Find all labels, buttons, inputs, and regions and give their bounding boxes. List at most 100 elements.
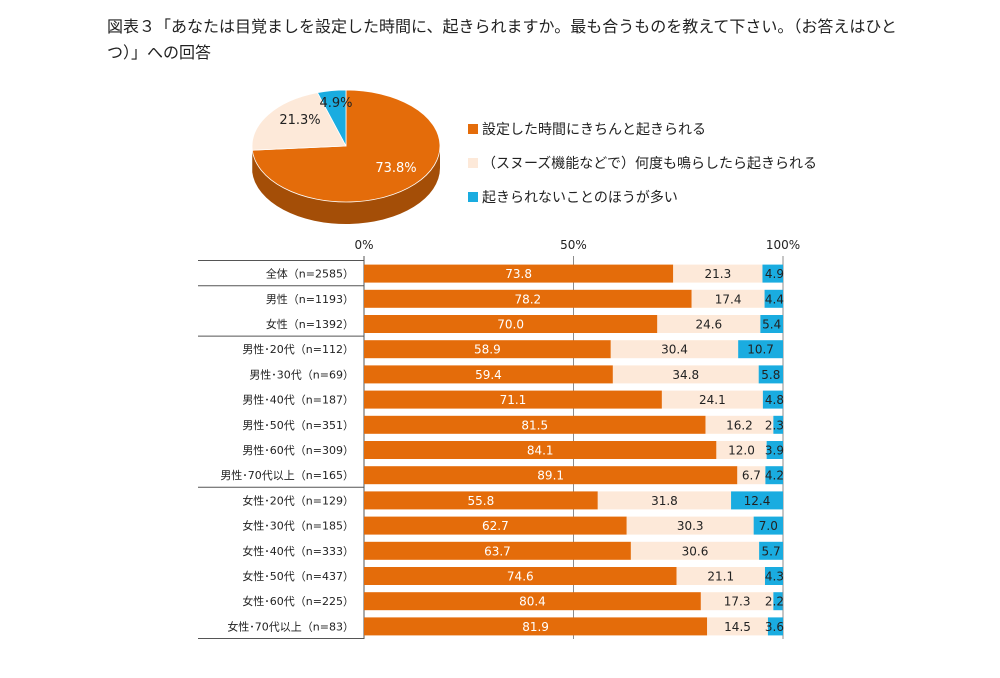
legend: 設定した時間にきちんと起きられる （スヌーズ機能などで）何度も鳴らしたら起きられ… (468, 112, 817, 214)
row-label: 女性･40代（n=333） (242, 544, 354, 558)
data-label: 62.7 (482, 519, 509, 533)
bar-segment (707, 617, 768, 636)
bar-segment (364, 315, 658, 333)
bar-segment (630, 541, 760, 560)
bar-segment (762, 390, 783, 409)
bar-segment (764, 289, 783, 308)
data-label: 5.8 (761, 368, 780, 382)
bar-segment (657, 315, 761, 333)
legend-swatch-1 (468, 124, 478, 134)
data-label: 81.5 (521, 418, 548, 432)
legend-label-3: 起きられないことのほうが多い (482, 190, 678, 206)
data-label: 5.7 (762, 544, 781, 558)
bar-segment (364, 264, 674, 283)
pie-label-2: 21.3% (279, 113, 320, 128)
data-label: 34.8 (672, 368, 699, 382)
row-label: 女性･60代（n=225） (242, 594, 354, 608)
legend-label-2: （スヌーズ機能などで）何度も鳴らしたら起きられる (482, 156, 818, 172)
data-label: 80.4 (519, 595, 546, 609)
pie-label-3: 4.9% (319, 96, 352, 111)
legend-label-1: 設定した時間にきちんと起きられる (482, 122, 706, 138)
data-label: 12.4 (744, 494, 771, 508)
bar-segment (773, 592, 783, 611)
bar-segment (762, 264, 783, 283)
data-label: 2.2 (765, 595, 784, 609)
row-label: 女性･20代（n=129） (242, 493, 354, 507)
row-label: 男性･20代（n=112） (242, 342, 354, 356)
data-label: 5.4 (762, 318, 781, 332)
bar-segment (626, 516, 754, 535)
bar-segment (753, 516, 783, 535)
bar-segment (738, 340, 783, 359)
row-label: 女性（n=1392） (266, 317, 354, 331)
data-label: 14.5 (724, 620, 751, 634)
data-label: 6.7 (742, 469, 761, 483)
row-label: 女性･50代（n=437） (242, 569, 354, 583)
row-label: 男性･30代（n=69） (249, 367, 354, 381)
row-label: 男性（n=1193） (266, 292, 354, 306)
bar-segment (364, 567, 677, 585)
pie-chart: 73.8% 21.3% 4.9% (251, 89, 441, 225)
legend-swatch-2 (468, 158, 478, 168)
data-label: 4.3 (765, 570, 784, 584)
bar-segment (661, 390, 763, 409)
bar-segment (364, 289, 692, 308)
bar-segment (765, 466, 783, 485)
bar-segment (676, 567, 765, 585)
data-label: 7.0 (759, 519, 778, 533)
data-label: 58.9 (474, 343, 501, 357)
data-label: 16.2 (726, 418, 753, 432)
x-tick-label-1: 0% (354, 238, 373, 252)
data-label: 30.6 (682, 544, 709, 558)
bar-segment (364, 415, 706, 434)
bar-segment (364, 441, 717, 459)
bar-segment (597, 491, 732, 510)
row-label: 女性･70代以上（n=83） (227, 619, 354, 633)
data-label: 84.1 (527, 444, 554, 458)
data-label: 21.1 (707, 570, 734, 584)
data-label: 30.4 (661, 343, 688, 357)
row-label: 男性･60代（n=309） (242, 443, 354, 457)
data-label: 3.6 (765, 620, 784, 634)
x-tick-label-3: 100% (766, 238, 800, 252)
data-label: 55.8 (468, 494, 495, 508)
bar-segment (364, 516, 627, 535)
data-label: 4.9 (765, 267, 784, 281)
data-label: 71.1 (500, 393, 527, 407)
bar-segment (737, 466, 766, 485)
bar-segment (705, 415, 774, 434)
pie-slice-2 (251, 92, 347, 151)
row-label: 全体（n=2585） (266, 267, 354, 281)
bar-segment (773, 415, 783, 434)
bar-segment (759, 541, 783, 560)
data-label: 2.3 (765, 418, 784, 432)
legend-item-2: （スヌーズ機能などで）何度も鳴らしたら起きられる (468, 146, 817, 180)
data-label: 78.2 (514, 292, 541, 306)
pie-slice-3 (316, 89, 347, 147)
pie-side-1 (252, 146, 440, 225)
data-label: 4.8 (765, 393, 784, 407)
data-label: 4.4 (765, 292, 784, 306)
data-label: 3.9 (765, 444, 784, 458)
data-label: 24.1 (699, 393, 726, 407)
data-label: 30.3 (677, 519, 704, 533)
row-label: 男性･70代以上（n=165） (220, 468, 354, 482)
data-label: 17.4 (715, 292, 742, 306)
data-label: 81.9 (522, 620, 549, 634)
bar-segment (610, 340, 739, 359)
bar-segment (364, 365, 613, 384)
bar-segment (364, 592, 701, 611)
x-tick-label-2: 50% (560, 238, 587, 252)
data-label: 70.0 (497, 318, 524, 332)
bar-segment (364, 541, 631, 560)
legend-item-1: 設定した時間にきちんと起きられる (468, 112, 817, 146)
data-label: 89.1 (537, 469, 564, 483)
bar-segment (764, 567, 783, 585)
bar-segment (364, 491, 598, 510)
legend-item-3: 起きられないことのほうが多い (468, 180, 817, 214)
bar-segment (364, 340, 611, 359)
row-label: 男性･40代（n=187） (242, 393, 354, 407)
data-label: 73.8 (505, 267, 532, 281)
bar-segment (716, 441, 767, 459)
bar-segment (760, 315, 783, 333)
